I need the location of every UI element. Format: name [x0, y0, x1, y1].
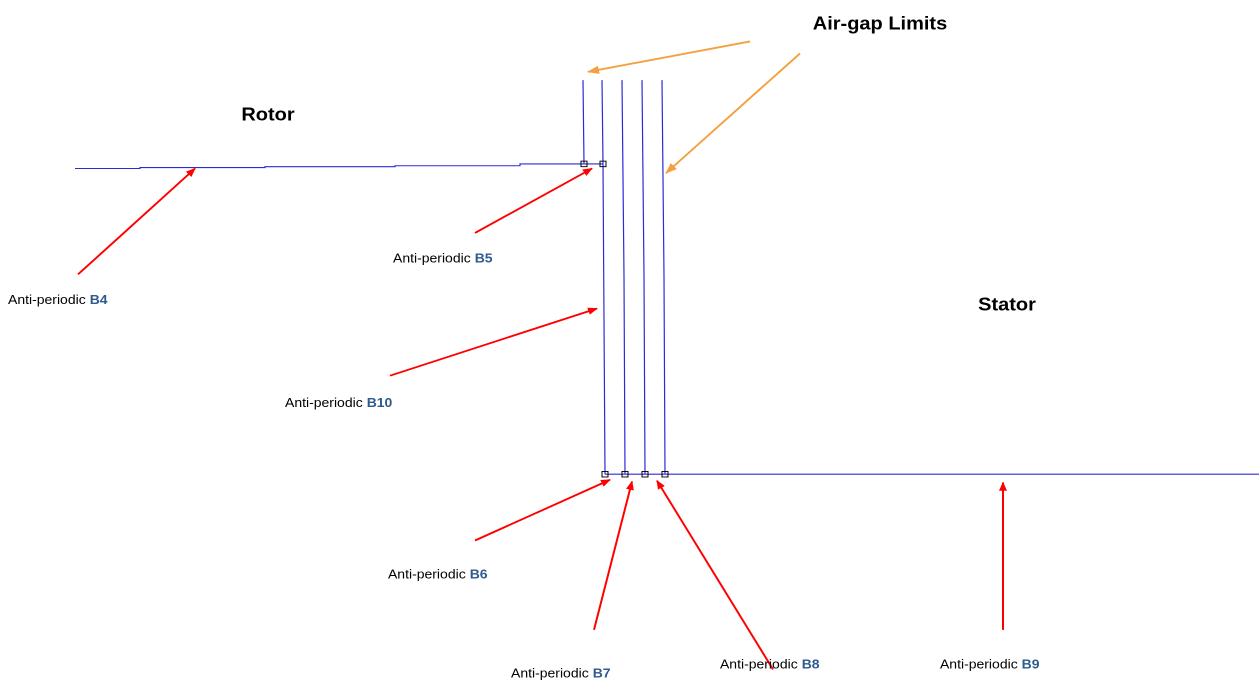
node — [661, 470, 669, 478]
label-tag: B8 — [802, 657, 820, 671]
node — [641, 470, 649, 478]
arrow — [389, 307, 598, 377]
label-tag: B4 — [90, 292, 108, 306]
label-text: Anti-periodic — [511, 666, 589, 680]
label-text: Anti-periodic — [285, 396, 363, 410]
rotor-boundary — [75, 163, 603, 170]
airgap-line — [621, 80, 626, 475]
node — [599, 160, 607, 168]
arrows — [77, 40, 1007, 670]
stator-heading: Stator — [978, 295, 1036, 315]
boundary-label: Anti-periodic B5 — [393, 251, 493, 265]
arrow — [587, 40, 751, 74]
boundary-label: Anti-periodic B10 — [285, 396, 392, 410]
airgap-line — [601, 80, 606, 475]
boundary-label: Anti-periodic B7 — [511, 666, 611, 680]
label-text: Anti-periodic — [8, 292, 86, 306]
rotor-heading: Rotor — [241, 105, 295, 125]
boundary-label: Anti-periodic B4 — [8, 292, 108, 306]
label-tag: B5 — [475, 251, 493, 265]
node — [621, 470, 629, 478]
node — [601, 470, 609, 478]
label-text: Anti-periodic — [388, 567, 466, 581]
boundary-label: Anti-periodic B9 — [940, 657, 1040, 671]
airgap-line — [582, 80, 585, 164]
label-text: Anti-periodic — [720, 657, 798, 671]
arrow — [474, 478, 611, 542]
boundary-label: Anti-periodic B8 — [720, 657, 820, 671]
arrow — [593, 480, 634, 631]
label-tag: B6 — [470, 567, 488, 581]
arrow — [474, 167, 593, 234]
label-tag: B10 — [367, 396, 393, 410]
label-text: Anti-periodic — [393, 251, 471, 265]
airgap-line — [641, 80, 646, 475]
label-text: Anti-periodic — [940, 657, 1018, 671]
airgap-heading: Air-gap Limits — [813, 14, 947, 34]
node — [580, 160, 588, 168]
arrow — [77, 167, 196, 276]
arrow — [656, 479, 774, 670]
label-tag: B7 — [593, 666, 611, 680]
arrow — [665, 52, 801, 174]
geometry — [75, 80, 1259, 478]
airgap-line — [661, 80, 666, 475]
boundary-label: Anti-periodic B6 — [388, 567, 488, 581]
label-tag: B9 — [1022, 657, 1040, 671]
